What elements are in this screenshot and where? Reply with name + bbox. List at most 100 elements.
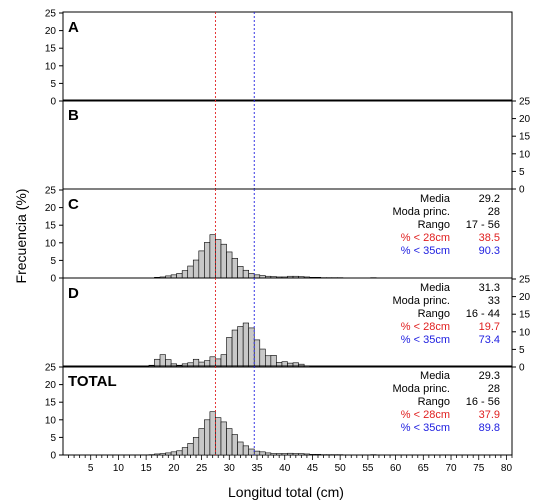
histogram-bar [242, 269, 249, 279]
histogram-bar [242, 445, 249, 456]
x-axis: 5 10 15 20 25 30 35 40 45 50 55 60 65 70 75 80 [68, 455, 513, 474]
y-tick-label: 5 [519, 345, 525, 356]
histogram-bar [270, 355, 277, 368]
histogram-bar [242, 322, 249, 368]
y-tick-label: 0 [50, 97, 56, 108]
stat-value: 16 - 44 [466, 308, 500, 320]
histogram-bar [215, 417, 222, 456]
histogram-bar [231, 434, 238, 456]
panel-a: 0 5 10 15 20 25 A [45, 9, 513, 108]
y-tick-label: 25 [45, 186, 57, 197]
x-tick-label: 35 [251, 463, 263, 474]
y-tick-label: 25 [519, 97, 531, 108]
y-tick-label: 0 [519, 185, 525, 196]
y-tick-label: 10 [45, 238, 57, 249]
stat-value: 31.3 [479, 282, 500, 294]
stat-label: Media [420, 370, 451, 382]
histogram-bar [154, 453, 161, 456]
x-tick-label: 25 [196, 463, 208, 474]
panel-label: TOTAL [68, 373, 117, 390]
histogram-bar [298, 453, 305, 456]
histogram-bar [159, 354, 166, 368]
stat-value: 90.3 [479, 245, 500, 257]
stat-value: 28 [488, 383, 500, 395]
x-tick-label: 30 [224, 463, 236, 474]
histogram-bar [226, 251, 233, 279]
y-tick-label: 10 [519, 149, 531, 160]
stat-value: 38.5 [479, 232, 500, 244]
y-tick-label: 0 [50, 274, 56, 285]
histogram-bar [187, 443, 194, 456]
x-tick-label: 40 [279, 463, 291, 474]
histogram-bar [192, 437, 200, 456]
y-tick-label: 5 [50, 256, 56, 267]
stat-value: 16 - 56 [466, 396, 500, 408]
histogram-bar [181, 270, 189, 279]
y-tick-label: 25 [45, 363, 57, 374]
x-tick-label: 60 [390, 463, 402, 474]
x-tick-label: 80 [501, 463, 513, 474]
histogram-bar [281, 453, 288, 456]
stat-label: % < 35cm [401, 245, 450, 257]
stat-label: Media [420, 282, 451, 294]
stat-label: % < 28cm [401, 232, 450, 244]
panel-label: C [68, 196, 79, 213]
y-tick-label: 10 [519, 327, 531, 338]
x-tick-label: 55 [362, 463, 374, 474]
y-tick-label: 25 [45, 9, 57, 20]
histogram-bar [187, 265, 194, 279]
stat-value: 29.2 [479, 193, 500, 205]
x-tick-label: 10 [113, 463, 125, 474]
x-tick-label: 65 [418, 463, 430, 474]
stat-value: 33 [488, 295, 500, 307]
stat-label: % < 35cm [401, 334, 450, 346]
histogram-bar [237, 266, 244, 279]
y-tick-label: 0 [50, 451, 56, 462]
y-tick-label: 15 [519, 132, 531, 143]
histogram-bar [170, 363, 177, 368]
chart-panels: 0 5 10 15 20 25 A 0 5 10 15 20 25 B 0 5 10 15 20 25 C Media 29… [45, 9, 531, 462]
stat-label: Media [420, 193, 451, 205]
y-tick-label: 15 [45, 44, 57, 55]
panel-d: 0 5 10 15 20 25 D Media 31.3 Moda princ. 33 Rango 16… [62, 275, 531, 374]
histogram-bar [231, 329, 238, 368]
histogram-bar [231, 257, 238, 279]
y-tick-label: 20 [45, 26, 57, 37]
y-tick-label: 15 [45, 221, 57, 232]
y-tick-label: 15 [519, 310, 531, 321]
histogram-bar [204, 242, 211, 279]
histogram-bar [165, 452, 172, 456]
histogram-bar [259, 348, 266, 368]
histogram-bar [181, 447, 189, 456]
y-tick-label: 25 [519, 275, 531, 286]
stat-value: 19.7 [479, 321, 500, 333]
histogram-bar [220, 243, 227, 279]
panel-label: D [68, 285, 79, 302]
stat-label: Rango [418, 396, 450, 408]
y-tick-label: 0 [519, 363, 525, 374]
histogram-bar [192, 259, 200, 279]
histogram-bar [204, 419, 211, 456]
histogram-bar [237, 326, 244, 368]
histogram-bar [198, 250, 205, 279]
x-tick-label: 75 [473, 463, 485, 474]
stat-value: 37.9 [479, 409, 500, 421]
y-tick-label: 5 [519, 167, 525, 178]
stat-label: Rango [418, 308, 450, 320]
histogram-bar [226, 428, 233, 456]
panel-b: 0 5 10 15 20 25 B [62, 97, 531, 196]
x-tick-label: 70 [445, 463, 457, 474]
histogram-bar [159, 453, 166, 456]
x-axis-label: Longitud total (cm) [228, 484, 344, 500]
histogram-bar [248, 327, 255, 368]
stat-label: Moda princ. [393, 206, 450, 218]
stat-label: Rango [418, 219, 450, 231]
stat-label: Moda princ. [393, 295, 450, 307]
y-tick-label: 20 [45, 203, 57, 214]
stat-value: 28 [488, 206, 500, 218]
y-tick-label: 5 [50, 433, 56, 444]
histogram-bar [292, 453, 299, 456]
histogram-bar [248, 448, 255, 456]
histogram-bar [253, 339, 261, 368]
histogram-bar [237, 441, 244, 456]
